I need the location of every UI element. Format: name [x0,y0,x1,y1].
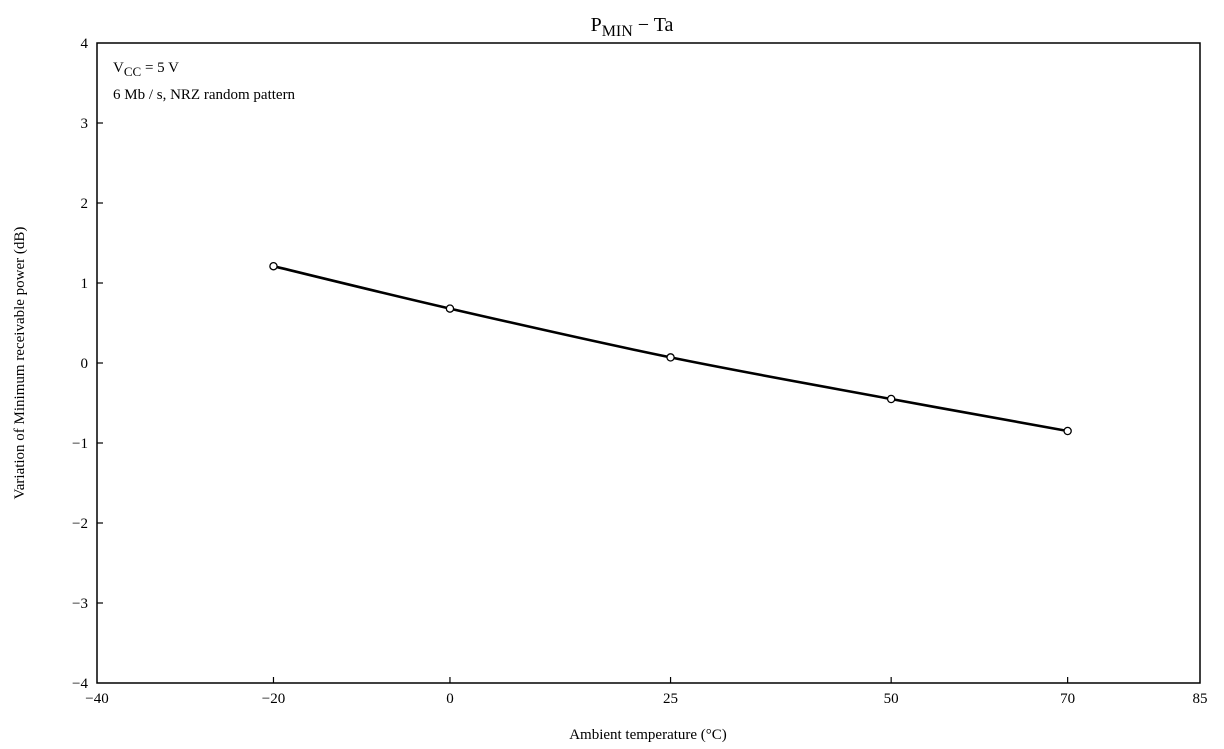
x-axis-label: Ambient temperature (°C) [569,727,727,743]
y-tick-label: 0 [81,356,89,372]
data-point-marker [269,261,278,271]
y-axis-label: Variation of Minimum receivable power (d… [12,227,28,500]
series-line [273,264,1068,433]
plot-frame [96,42,1201,684]
annotation-vcc-subscript: CC [124,64,141,79]
x-tick-label: 50 [884,691,899,707]
ticks-layer: −40 −20 0 25 50 70 85 4 3 2 1 0 −1 −2 −3 −4 [72,36,1207,707]
y-tick-label: 3 [81,116,89,132]
chart-title: PMIN − Ta [591,14,674,40]
chart-title-subscript: MIN [602,23,634,40]
chart-title-main: P [591,14,602,36]
annotation-pattern: 6 Mb / s, NRZ random pattern [113,87,296,103]
data-point-marker [886,394,896,404]
x-tick-label: −20 [262,691,285,707]
y-tick-label: −1 [72,436,88,452]
x-tick-label: 25 [663,691,678,707]
annotation-vcc-rest: = 5 V [141,60,179,76]
annotation-vcc: VCC = 5 V [113,60,179,79]
x-tick-label: −40 [85,691,108,707]
y-tick-label: 2 [81,196,89,212]
annotation-vcc-main: V [113,60,124,76]
data-point-marker [1063,426,1072,436]
data-point-marker [666,353,675,362]
x-tick-label: 85 [1193,691,1208,707]
y-tick-label: −3 [72,596,88,612]
y-tick-label: −2 [72,516,88,532]
y-tick-label: 1 [81,276,89,292]
y-tick-label: −4 [72,676,88,692]
data-point-marker [445,304,455,313]
x-tick-label: 0 [446,691,454,707]
y-tick-label: 4 [81,36,89,52]
x-tick-label: 70 [1060,691,1075,707]
chart-title-rest: − Ta [633,14,674,36]
series-layer [269,261,1072,436]
